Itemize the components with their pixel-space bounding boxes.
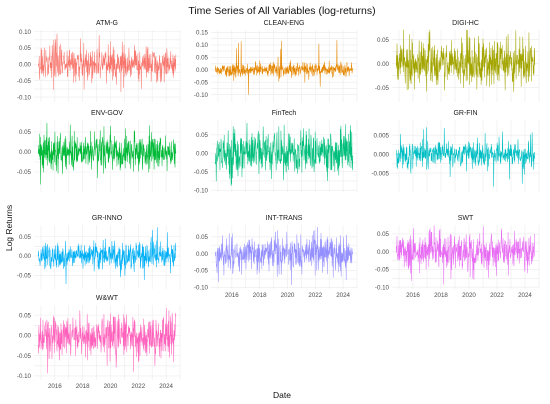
x-tick-label: 2016 (406, 292, 420, 299)
gridlines (211, 225, 358, 289)
strip-label-fintech: FinTech (272, 110, 297, 117)
x-tick-label: 2020 (281, 292, 295, 299)
x-tick-label: 2018 (434, 292, 448, 299)
x-tick-label: 2016 (225, 292, 239, 299)
x-tick-label: 2024 (159, 383, 173, 390)
y-tick-label: -0.05 (194, 79, 209, 86)
y-tick-label: -0.05 (194, 169, 209, 176)
panel-clean-eng: CLEAN-ENG -0.10 -0.05 0.00 0.05 0.10 0.15 (194, 20, 358, 102)
panel-w-wt: W&WT -0.10 -0.05 0.00 0.05 2016 2018 2020 2022 20… (17, 295, 181, 390)
y-tick-label: 0.05 (19, 45, 32, 52)
panel-env-gov: ENV-GOV -0.05 0.00 0.05 (17, 110, 181, 192)
series-line-clean-eng (214, 40, 354, 95)
y-tick-label: 0.00 (19, 253, 32, 260)
y-tick-label: 0.10 (196, 42, 209, 49)
y-tick-label: -0.10 (17, 94, 32, 101)
strip-label-digi-hc: DIGI-HC (452, 20, 479, 27)
y-tick-label: -0.05 (375, 267, 390, 274)
y-tick-label: 0.00 (19, 62, 32, 69)
panel-digi-hc: DIGI-HC -0.05 0.00 0.05 (375, 20, 540, 102)
gridlines (392, 120, 540, 192)
y-tick-label: -0.05 (375, 85, 390, 92)
y-tick-label: 0.05 (196, 55, 209, 62)
x-axis-label: Date (273, 390, 291, 400)
y-tick-label: -0.10 (194, 187, 209, 194)
y-tick-label: -0.05 (17, 169, 32, 176)
strip-label-clean-eng: CLEAN-ENG (264, 20, 305, 27)
x-tick-label: 2024 (518, 292, 532, 299)
series-line-digi-hc (395, 29, 536, 92)
y-tick-label: 0.05 (196, 132, 209, 139)
x-tick-label: 2022 (131, 383, 145, 390)
y-tick-label: 0.00 (196, 251, 209, 258)
series-line-atm-g (37, 33, 177, 92)
facet-panels: ATM-G -0.10 -0.05 0.00 0.05 0.10 CLEAN-ENG -0.1… (17, 20, 540, 390)
y-tick-label: -0.05 (17, 273, 32, 280)
y-tick-label: 0.05 (196, 234, 209, 241)
series-line-fintech (214, 122, 354, 186)
panel-fintech: FinTech -0.10 -0.05 0.00 0.05 (194, 110, 358, 194)
y-tick-label: 0.005 (374, 132, 390, 139)
series-line-gr-inno (37, 227, 177, 285)
y-tick-label: -0.10 (17, 373, 32, 380)
y-tick-label: 0.000 (374, 151, 390, 158)
panel-swt: SWT -0.10 -0.05 0.00 0.05 2016 2018 2020 2022 202… (375, 215, 540, 299)
y-tick-label: 0.05 (377, 231, 390, 238)
y-tick-label: 0.00 (377, 61, 390, 68)
series-line-int-trans (214, 226, 354, 286)
series-line-gr-fin (395, 127, 536, 187)
y-tick-label: 0.05 (19, 234, 32, 241)
chart-title: Time Series of All Variables (log-return… (188, 5, 375, 17)
y-tick-label: 0.10 (19, 29, 32, 36)
y-tick-label: 0.05 (19, 312, 32, 319)
y-tick-label: 0.00 (19, 333, 32, 340)
strip-label-env-gov: ENV-GOV (91, 110, 123, 117)
y-tick-label: -0.005 (371, 170, 389, 177)
x-tick-label: 2024 (336, 292, 350, 299)
strip-label-gr-inno: GR-INNO (92, 215, 123, 222)
y-tick-label: -0.10 (194, 285, 209, 292)
x-tick-label: 2020 (104, 383, 118, 390)
y-tick-label: 0.00 (377, 249, 390, 256)
y-tick-label: -0.05 (17, 78, 32, 85)
y-tick-label: 0.15 (196, 30, 209, 37)
y-axis-label: Log Returns (4, 205, 14, 251)
panel-gr-fin: GR-FIN -0.005 0.000 0.005 (371, 110, 540, 192)
x-tick-label: 2016 (48, 383, 62, 390)
series-line-w-wt (37, 307, 177, 374)
y-tick-label: 0.00 (196, 150, 209, 157)
x-tick-label: 2022 (490, 292, 504, 299)
strip-label-swt: SWT (458, 215, 474, 222)
y-tick-label: 0.05 (377, 37, 390, 44)
x-tick-label: 2018 (253, 292, 267, 299)
strip-label-gr-fin: GR-FIN (453, 110, 477, 117)
y-tick-label: 0.05 (19, 129, 32, 136)
x-tick-label: 2020 (462, 292, 476, 299)
x-tick-label: 2018 (76, 383, 90, 390)
y-tick-label: -0.05 (194, 268, 209, 275)
x-tick-label: 2022 (308, 292, 322, 299)
gridlines (211, 30, 358, 102)
strip-label-w-wt: W&WT (96, 295, 119, 302)
y-tick-label: -0.10 (375, 284, 390, 291)
series-line-swt (395, 225, 536, 285)
panel-gr-inno: GR-INNO -0.05 0.00 0.05 (17, 215, 181, 289)
y-tick-label: -0.05 (17, 353, 32, 360)
y-tick-label: -0.10 (194, 92, 209, 99)
strip-label-atm-g: ATM-G (96, 20, 118, 27)
y-tick-label: 0.00 (19, 149, 32, 156)
panel-int-trans: INT-TRANS -0.10 -0.05 0.00 0.05 2016 2018 2020 2… (194, 215, 358, 299)
y-tick-label: 0.00 (196, 67, 209, 74)
series-line-env-gov (37, 122, 177, 185)
strip-label-int-trans: INT-TRANS (266, 215, 303, 222)
panel-atm-g: ATM-G -0.10 -0.05 0.00 0.05 0.10 (17, 20, 181, 102)
